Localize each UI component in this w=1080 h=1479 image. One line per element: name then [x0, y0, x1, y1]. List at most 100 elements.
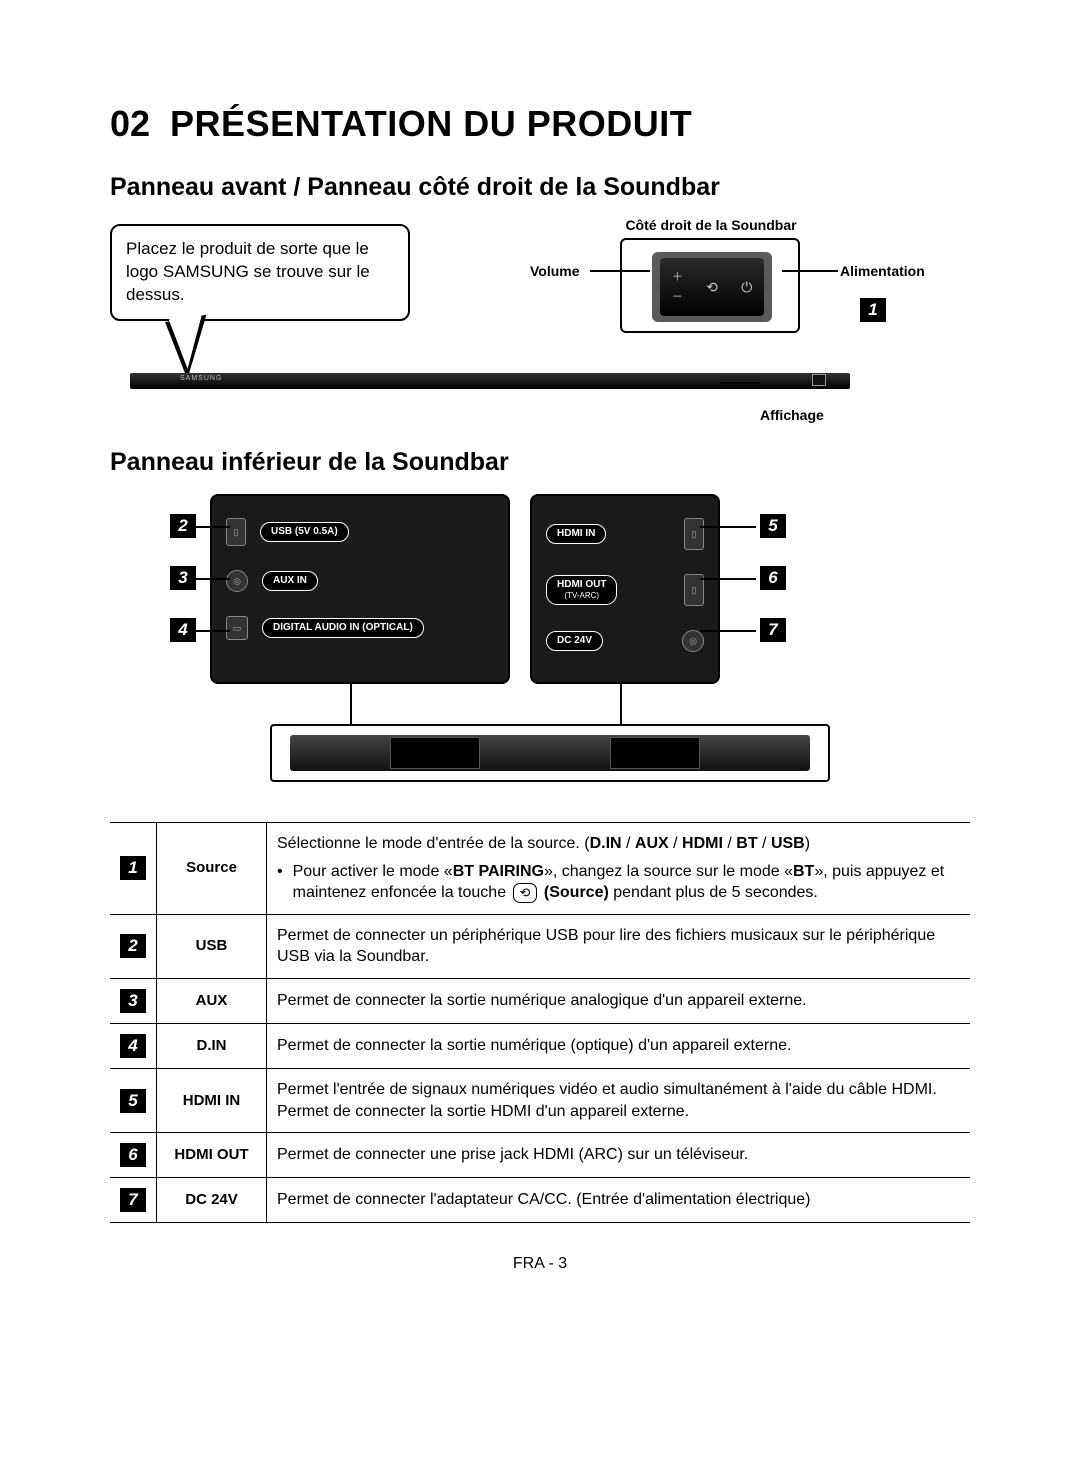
chapter-heading: 02 PRÉSENTATION DU PRODUIT — [110, 100, 970, 149]
bt-pairing: BT PAIRING — [453, 863, 544, 880]
bt-a: Pour activer le mode « — [293, 863, 453, 880]
source-bullet: • Pour activer le mode «BT PAIRING», cha… — [277, 861, 960, 904]
soundbar-front-illustration — [130, 373, 850, 389]
mode-din: D.IN — [590, 835, 622, 852]
usb-port-icon: ▯ — [226, 518, 246, 546]
row-num: 6 — [120, 1143, 146, 1167]
ports-description-table: 1 Source Sélectionne le mode d'entrée de… — [110, 822, 970, 1223]
side-panel-inner: ＋－ ⟲ ⏻ — [652, 252, 772, 322]
side-panel-box: ＋－ ⟲ ⏻ — [620, 238, 800, 333]
zoom-line-2 — [620, 682, 622, 726]
table-row: 4 D.IN Permet de connecter la sortie num… — [110, 1024, 970, 1069]
row-name: DC 24V — [157, 1178, 267, 1223]
chapter-number: 02 — [110, 100, 150, 149]
row-desc: Permet de connecter l'adaptateur CA/CC. … — [267, 1178, 971, 1223]
bt-c: », changez la source sur le mode « — [544, 863, 793, 880]
row-name: D.IN — [157, 1024, 267, 1069]
page-footer: FRA - 3 — [110, 1253, 970, 1275]
leader-5 — [700, 526, 756, 528]
row-name: Source — [157, 823, 267, 915]
callout-number-7: 7 — [760, 618, 786, 642]
row-desc: Permet de connecter la sortie numérique … — [267, 979, 971, 1024]
mode-aux: AUX — [635, 835, 669, 852]
table-row: 6 HDMI OUT Permet de connecter une prise… — [110, 1133, 970, 1178]
dc-port-icon: ◎ — [682, 630, 704, 652]
section-bottom-heading: Panneau inférieur de la Soundbar — [110, 446, 970, 480]
mode-usb: USB — [771, 835, 805, 852]
section-front-heading: Panneau avant / Panneau côté droit de la… — [110, 171, 970, 205]
port-row-dc: DC 24V ◎ — [546, 630, 704, 652]
table-row: 7 DC 24V Permet de connecter l'adaptateu… — [110, 1178, 970, 1223]
bottom-panel-left: ▯ USB (5V 0.5A) ◎ AUX IN ▭ DIGITAL AUDIO… — [210, 494, 510, 684]
source-desc-post: ) — [805, 835, 810, 852]
power-label: Alimentation — [840, 262, 925, 281]
row-desc: Sélectionne le mode d'entrée de la sourc… — [267, 823, 971, 915]
orientation-callout: Placez le produit de sorte que le logo S… — [110, 224, 410, 321]
row-num: 1 — [120, 856, 146, 880]
callout-number-6: 6 — [760, 566, 786, 590]
side-panel-dark: ＋－ ⟲ ⏻ — [660, 258, 764, 316]
callout-number-2: 2 — [170, 514, 196, 538]
row-name: USB — [157, 914, 267, 978]
front-panel-diagram: Placez le produit de sorte que le logo S… — [110, 218, 970, 428]
aux-port-icon: ◎ — [226, 570, 248, 592]
source-icon: ⟲ — [706, 278, 718, 297]
port-row-hdmi-in: HDMI IN ▯ — [546, 518, 704, 550]
callout-tail-shape — [165, 315, 217, 381]
callout-number-4: 4 — [170, 618, 196, 642]
bottom-panel-right: HDMI IN ▯ HDMI OUT (TV-ARC) ▯ DC 24V ◎ — [530, 494, 720, 684]
hdmi-out-label: HDMI OUT (TV-ARC) — [546, 575, 617, 604]
bullet-text: Pour activer le mode «BT PAIRING», chang… — [293, 861, 960, 904]
bt-d: BT — [793, 863, 814, 880]
volume-label: Volume — [530, 262, 580, 281]
dc-label: DC 24V — [546, 631, 603, 651]
bullet-icon: • — [277, 861, 283, 904]
aux-port-label: AUX IN — [262, 571, 318, 591]
row-num: 3 — [120, 989, 146, 1013]
hdmi-in-label-text: HDMI IN — [557, 528, 595, 539]
leader-6 — [700, 578, 756, 580]
table-row: 5 HDMI IN Permet l'entrée de signaux num… — [110, 1069, 970, 1133]
leader-7 — [700, 630, 756, 632]
port-row-optical: ▭ DIGITAL AUDIO IN (OPTICAL) — [226, 616, 494, 640]
port-row-aux: ◎ AUX IN — [226, 570, 494, 592]
table-row: 1 Source Sélectionne le mode d'entrée de… — [110, 823, 970, 915]
mode-bt: BT — [736, 835, 757, 852]
port-row-usb: ▯ USB (5V 0.5A) — [226, 518, 494, 546]
row-desc: Permet de connecter une prise jack HDMI … — [267, 1133, 971, 1178]
chapter-title: PRÉSENTATION DU PRODUIT — [170, 100, 692, 149]
row-name: HDMI IN — [157, 1069, 267, 1133]
power-icon: ⏻ — [741, 278, 752, 297]
callout-number-3: 3 — [170, 566, 196, 590]
bt-f: pendant plus de 5 secondes. — [609, 884, 818, 901]
row-desc: Permet l'entrée de signaux numériques vi… — [267, 1069, 971, 1133]
orientation-callout-text: Placez le produit de sorte que le logo S… — [126, 239, 370, 304]
row-num: 7 — [120, 1188, 146, 1212]
row-num: 4 — [120, 1034, 146, 1058]
hdmi-out-label-text: HDMI OUT — [557, 579, 606, 590]
hdmi-in-label: HDMI IN — [546, 524, 606, 544]
mode-hdmi: HDMI — [682, 835, 723, 852]
usb-port-label: USB (5V 0.5A) — [260, 522, 349, 542]
bottom-panel-diagram: ▯ USB (5V 0.5A) ◎ AUX IN ▭ DIGITAL AUDIO… — [110, 494, 970, 804]
volume-buttons-icon: ＋－ — [672, 270, 683, 306]
hdmi-in-port-icon: ▯ — [684, 518, 704, 550]
row-num: 5 — [120, 1089, 146, 1113]
display-leader-line — [720, 382, 760, 384]
row-name: AUX — [157, 979, 267, 1024]
optical-port-icon: ▭ — [226, 616, 248, 640]
side-panel-title: Côté droit de la Soundbar — [606, 216, 816, 235]
row-desc: Permet de connecter la sortie numérique … — [267, 1024, 971, 1069]
row-desc: Permet de connecter un périphérique USB … — [267, 914, 971, 978]
source-button-icon: ⟲ — [513, 883, 538, 903]
table-row: 2 USB Permet de connecter un périphériqu… — [110, 914, 970, 978]
display-dot-shape — [812, 374, 826, 386]
volume-leader-line — [590, 270, 650, 272]
table-row: 3 AUX Permet de connecter la sortie numé… — [110, 979, 970, 1024]
source-desc-pre: Sélectionne le mode d'entrée de la sourc… — [277, 835, 590, 852]
recess-2 — [610, 737, 700, 769]
callout-number-1: 1 — [860, 298, 886, 322]
power-leader-line — [782, 270, 838, 272]
bottom-bar-frame — [270, 724, 830, 782]
bottom-bar-illustration — [290, 735, 810, 771]
